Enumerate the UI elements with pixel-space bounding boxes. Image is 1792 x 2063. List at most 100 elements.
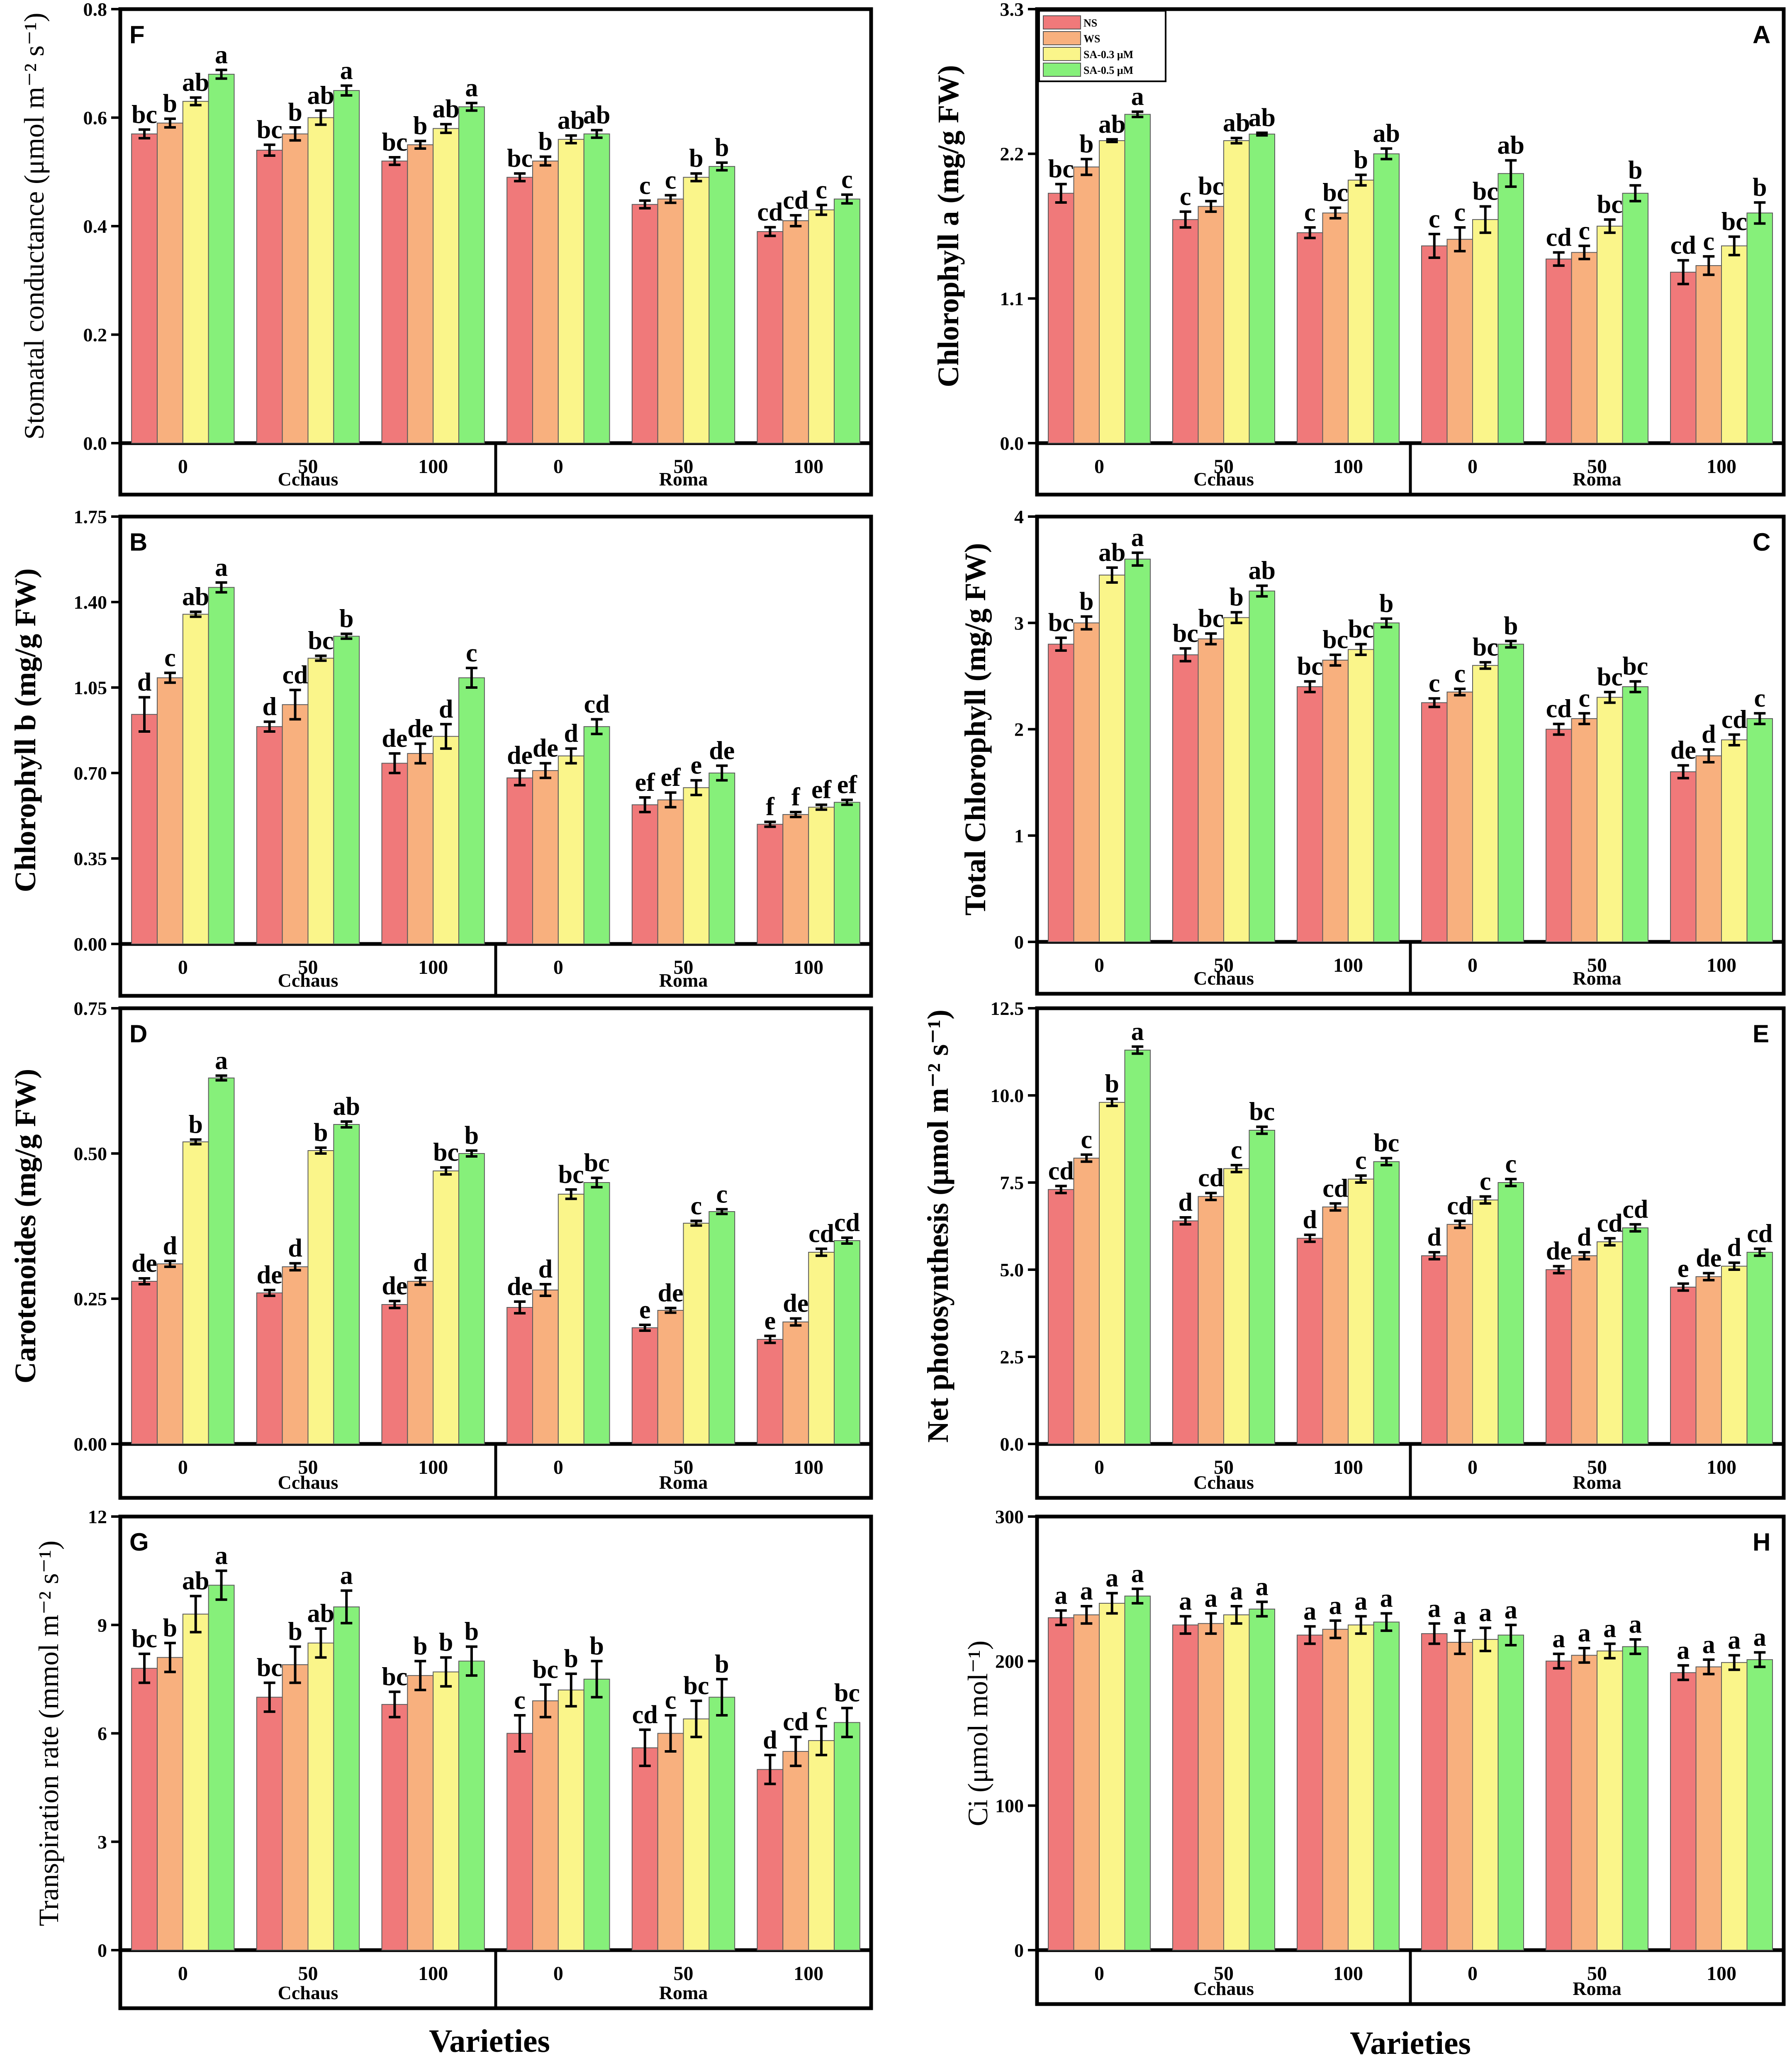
significance-letter: ef [660,763,681,792]
bar-H-1-0 [1172,1624,1199,1951]
group-label-cchaus: Cchaus [1193,968,1254,989]
y-tick-label: 1.1 [1000,288,1024,309]
significance-letter: b [465,1618,479,1646]
bar-G-5-3 [834,1722,860,1951]
bar-G-2-1 [407,1675,434,1951]
bar-F-3-3 [583,133,610,444]
y-axis-label: Total Chlorophyll (mg/g FW) [959,543,992,915]
bar-F-0-0 [131,133,158,444]
x-tick-label: 50 [1214,1456,1234,1478]
bar-A-0-0 [1048,193,1074,444]
significance-letter: bc [1373,1129,1399,1157]
significance-letter: b [288,98,302,127]
bar-B-5-2 [808,807,835,945]
bar-H-0-3 [1124,1595,1151,1951]
significance-letter: bc [131,100,157,129]
significance-letter: d [564,719,578,748]
significance-letter: b [689,144,703,173]
bar-D-2-0 [381,1304,408,1444]
significance-letter: a [1080,1577,1093,1605]
bar-D-5-3 [834,1240,860,1444]
significance-letter: c [716,1180,728,1208]
significance-letter: cd [1322,1174,1348,1202]
significance-letter: bc [1173,619,1198,648]
significance-letter: a [215,554,228,582]
bar-H-4-1 [1571,1655,1597,1951]
significance-letter: a [215,1542,228,1570]
significance-letter: cd [584,690,610,719]
significance-letter: cd [632,1701,658,1729]
significance-letter: de [507,741,533,770]
significance-letter: b [564,1645,578,1673]
bar-E-1-2 [1223,1168,1250,1444]
bar-F-3-2 [558,139,584,444]
y-axis-label: Transpiration rate (mmol m⁻² s⁻¹) [33,1541,64,1926]
bar-A-0-1 [1073,166,1100,444]
bar-F-0-3 [208,73,235,444]
significance-letter: bc [1597,663,1623,691]
y-tick-label: 0.35 [74,848,107,869]
significance-letter: de [507,1273,533,1301]
bar-C-0-2 [1099,574,1125,942]
significance-letter: c [639,172,651,200]
bar-H-0-0 [1048,1617,1074,1951]
significance-letter: de [658,1279,684,1307]
bar-D-2-2 [433,1170,460,1444]
y-tick-label: 0.25 [74,1288,107,1309]
bar-A-3-0 [1421,245,1448,444]
x-tick-label: 0 [1468,954,1478,976]
significance-letter: d [439,695,453,723]
bar-D-1-0 [256,1292,283,1444]
x-tick-label: 0 [178,956,188,978]
bar-B-5-3 [834,802,860,944]
bar-B-3-2 [558,755,584,945]
legend-swatch [1043,47,1081,61]
significance-letter: b [1504,612,1518,640]
x-tick-label: 100 [1333,1963,1363,1985]
x-tick-label: 0 [1468,1456,1478,1478]
y-tick-label: 10.0 [991,1085,1024,1106]
panel-letter: H [1753,1528,1770,1556]
y-tick-label: 3 [1014,612,1024,634]
bar-F-0-1 [156,122,183,444]
significance-letter: b [439,1629,453,1657]
bar-C-0-3 [1124,558,1151,942]
significance-letter: bc [584,1149,610,1177]
bar-B-0-0 [131,714,158,944]
y-tick-label: 0 [97,1940,107,1961]
bar-B-0-3 [208,587,235,944]
significance-letter: ef [635,768,656,797]
group-label-cchaus: Cchaus [278,1982,338,2003]
bar-F-1-3 [333,90,360,444]
y-tick-label: 0.2 [83,324,107,346]
bar-E-4-3 [1622,1227,1648,1444]
bar-G-1-0 [256,1697,283,1951]
x-tick-label: 100 [418,1963,448,1985]
y-tick-label: 100 [995,1795,1024,1817]
significance-letter: b [1230,583,1244,612]
bar-A-2-1 [1322,212,1349,444]
bar-E-5-1 [1695,1276,1722,1445]
bar-B-1-1 [282,704,309,944]
significance-letter: a [340,1562,353,1590]
bar-C-2-1 [1322,659,1349,942]
bar-B-3-3 [583,726,610,944]
bar-E-2-2 [1348,1178,1374,1445]
significance-letter: c [1454,198,1466,227]
bar-F-5-2 [808,209,835,444]
x-tick-label: 0 [553,1963,563,1985]
significance-letter: c [1480,1168,1491,1196]
significance-letter: d [137,668,151,697]
significance-letter: a [1105,1564,1118,1592]
bar-C-3-3 [1497,644,1524,942]
significance-letter: c [816,176,827,204]
significance-letter: cd [282,661,308,689]
significance-letter: a [215,41,228,69]
x-tick-label: 50 [1587,456,1607,478]
panel-E: 0.0 2.5 5.0 7.5 10.0 12.5 Net photosynthesis (… [921,998,1786,1500]
y-tick-label: 2.5 [1000,1346,1024,1368]
bar-E-5-0 [1670,1287,1697,1444]
bar-A-4-0 [1546,258,1572,444]
legend-label: NS [1083,17,1097,29]
significance-letter: d [413,1249,427,1277]
